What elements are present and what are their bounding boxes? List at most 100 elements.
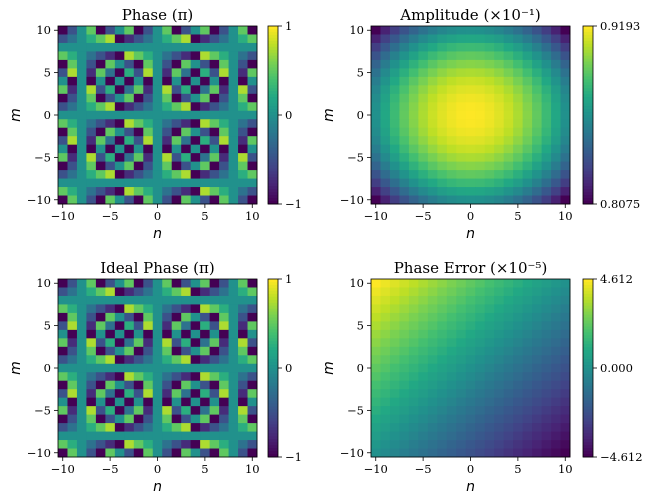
- heatmap-cell: [190, 329, 201, 339]
- heatmap-cell: [181, 68, 192, 78]
- heatmap-cell: [162, 312, 173, 322]
- heatmap-cell: [162, 355, 173, 365]
- heatmap-cell: [238, 102, 248, 112]
- heatmap-cell: [209, 389, 220, 399]
- heatmap-cell: [133, 136, 144, 146]
- heatmap-cell: [551, 321, 561, 331]
- heatmap-cell: [465, 119, 476, 129]
- heatmap-cell: [190, 76, 201, 86]
- heatmap-cell: [67, 355, 78, 365]
- heatmap-cell: [399, 153, 410, 163]
- colorbar-tick-label: 0.9193: [600, 19, 640, 33]
- heatmap-cell: [522, 187, 533, 196]
- heatmap-cell: [399, 42, 410, 52]
- colorbar-segment: [583, 88, 593, 92]
- colorbar-segment: [583, 341, 593, 345]
- heatmap-cell: [371, 380, 381, 390]
- heatmap-cell: [76, 136, 87, 146]
- heatmap-cell: [76, 414, 87, 424]
- heatmap-cell: [209, 93, 220, 103]
- heatmap-cell: [503, 187, 514, 196]
- heatmap-cell: [484, 304, 495, 314]
- heatmap-cell: [513, 144, 524, 154]
- heatmap-cell: [171, 102, 182, 112]
- colorbar-segment: [268, 359, 278, 363]
- heatmap-cell: [437, 423, 448, 432]
- plot-title: Phase Error (×10⁻⁵): [394, 259, 548, 277]
- heatmap-cell: [133, 178, 144, 188]
- heatmap-cell: [465, 127, 476, 137]
- heatmap-cell: [494, 42, 505, 52]
- heatmap-cell: [76, 355, 87, 365]
- heatmap-cell: [371, 372, 381, 382]
- heatmap-cell: [541, 279, 552, 288]
- heatmap-cell: [408, 178, 419, 188]
- heatmap-cell: [209, 372, 220, 382]
- heatmap-cell: [456, 102, 467, 112]
- heatmap-cell: [465, 161, 476, 171]
- heatmap-cell: [389, 287, 400, 297]
- colorbar-segment: [583, 433, 593, 437]
- heatmap-cell: [418, 448, 429, 458]
- heatmap-cell: [209, 355, 220, 365]
- heatmap-cell: [247, 85, 258, 95]
- heatmap-cell: [503, 397, 514, 407]
- heatmap-cell: [171, 119, 182, 129]
- heatmap-cell: [437, 76, 448, 86]
- heatmap-cell: [427, 321, 438, 331]
- heatmap-cell: [228, 321, 239, 331]
- heatmap-cell: [399, 338, 410, 348]
- heatmap-cell: [152, 153, 163, 163]
- heatmap-cell: [67, 372, 78, 382]
- heatmap-cell: [67, 346, 78, 356]
- heatmap-cell: [560, 279, 571, 288]
- colorbar-segment: [583, 302, 593, 307]
- heatmap-cell: [171, 279, 182, 288]
- heatmap-cell: [95, 127, 106, 137]
- colorbar-segment: [268, 115, 278, 119]
- heatmap-cell: [114, 195, 125, 205]
- heatmap-cell: [560, 380, 571, 390]
- colorbar-segment: [268, 132, 278, 137]
- heatmap-cell: [465, 329, 476, 339]
- heatmap-cell: [465, 85, 476, 95]
- heatmap-cell: [560, 363, 571, 373]
- heatmap-cell: [513, 279, 524, 288]
- heatmap-cell: [58, 406, 68, 416]
- heatmap-cell: [76, 68, 87, 78]
- heatmap-cell: [418, 329, 429, 339]
- heatmap-cell: [200, 144, 211, 154]
- heatmap-cell: [418, 51, 429, 61]
- y-tick-label: 10: [36, 23, 51, 37]
- colorbar-segment: [268, 76, 278, 80]
- heatmap-cell: [181, 380, 192, 390]
- heatmap-cell: [105, 178, 116, 188]
- heatmap-cell: [190, 110, 201, 120]
- heatmap-cell: [228, 329, 239, 339]
- colorbar-segment: [583, 365, 593, 369]
- heatmap-cell: [95, 34, 106, 44]
- heatmap-cell: [247, 136, 258, 146]
- colorbar-segment: [583, 150, 593, 155]
- heatmap-cell: [503, 329, 514, 339]
- heatmap-cell: [560, 127, 571, 137]
- heatmap-cell: [484, 321, 495, 331]
- heatmap-cell: [162, 42, 173, 52]
- heatmap-cell: [114, 304, 125, 314]
- heatmap-cell: [408, 110, 419, 120]
- heatmap-cell: [371, 406, 381, 416]
- heatmap-cell: [86, 59, 97, 69]
- heatmap-cell: [389, 170, 400, 179]
- heatmap-cell: [124, 295, 135, 305]
- heatmap-cell: [551, 161, 561, 171]
- heatmap-cell: [541, 161, 552, 171]
- heatmap-cell: [465, 440, 476, 449]
- heatmap-cell: [494, 431, 505, 441]
- heatmap-cell: [494, 279, 505, 288]
- colorbar-segment: [583, 106, 593, 110]
- heatmap-cell: [124, 59, 135, 69]
- heatmap-cell: [105, 110, 116, 120]
- heatmap-cell: [58, 355, 68, 365]
- heatmap-cell: [133, 397, 144, 407]
- heatmap-cell: [551, 195, 561, 205]
